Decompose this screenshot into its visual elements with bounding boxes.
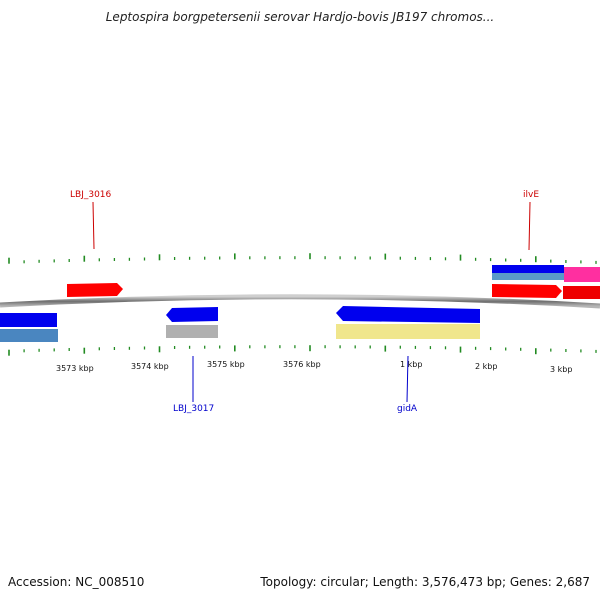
page-title: Leptospira borgpetersenii serovar Hardjo… xyxy=(105,10,495,24)
ruler-label-3573kbp: 3573 kbp xyxy=(56,364,94,373)
pink-gene-feature[interactable] xyxy=(564,267,600,282)
gida-cds-feature[interactable] xyxy=(336,324,480,339)
ruler-label-3kbp: 3 kbp xyxy=(550,365,572,374)
gene-label-lbj3016[interactable]: LBJ_3016 xyxy=(70,190,112,200)
lbj3017-gene-feature[interactable] xyxy=(166,307,218,322)
ruler-label-1kbp: 1 kbp xyxy=(400,360,422,369)
gida-gene-feature[interactable] xyxy=(336,306,480,323)
accession-label: Accession: NC_008510 xyxy=(8,575,145,589)
lower-tick-track xyxy=(8,345,597,356)
gene-label-ilve[interactable]: ilvE xyxy=(523,190,539,200)
lbj3017-cds-feature[interactable] xyxy=(166,325,218,338)
upper-tick-track xyxy=(8,253,597,264)
gene-label-gida[interactable]: gidA xyxy=(397,404,418,414)
ruler-label-2kbp: 2 kbp xyxy=(475,362,497,371)
left-gene-feature[interactable] xyxy=(0,313,57,327)
chromosome-backbone xyxy=(0,294,600,309)
ruler-label-3576kbp: 3576 kbp xyxy=(283,360,321,369)
lbj3016-leader-line xyxy=(92,201,95,250)
ruler-label-3574kbp: 3574 kbp xyxy=(131,362,169,371)
lbj3016-cds-feature[interactable] xyxy=(67,283,123,297)
left-rna-feature[interactable] xyxy=(0,329,58,342)
ilve-gene-feature[interactable] xyxy=(492,265,564,273)
ilve-rna-feature[interactable] xyxy=(492,273,564,280)
gida-leader-line xyxy=(406,355,409,403)
ilve-leader-line xyxy=(528,201,531,251)
gene-label-lbj3017[interactable]: LBJ_3017 xyxy=(173,404,214,414)
ilve-cds-feature[interactable] xyxy=(492,284,562,298)
pink-cds-feature[interactable] xyxy=(563,286,600,299)
genome-summary-label: Topology: circular; Length: 3,576,473 bp… xyxy=(260,575,590,589)
ruler-label-3575kbp: 3575 kbp xyxy=(207,360,245,369)
